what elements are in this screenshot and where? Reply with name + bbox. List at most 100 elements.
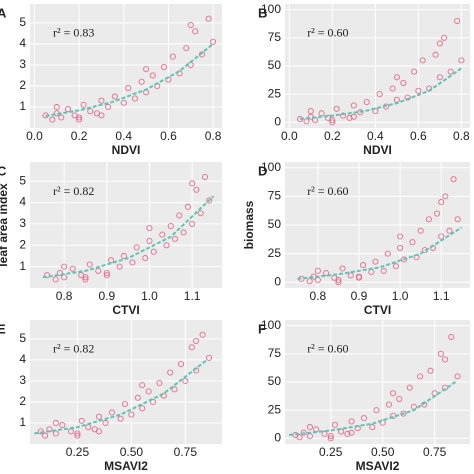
point: [450, 176, 457, 183]
point: [76, 114, 83, 121]
point: [116, 263, 123, 270]
point: [150, 248, 157, 255]
x-tick-label: 0.4: [367, 129, 384, 143]
point: [206, 354, 213, 361]
x-tick-label: 0.25: [66, 445, 90, 459]
point: [417, 373, 424, 380]
point: [392, 263, 400, 270]
x-tick-label: 0.8: [205, 129, 222, 143]
point: [133, 244, 140, 251]
point: [58, 114, 65, 121]
fit-line: [299, 67, 462, 120]
point: [307, 108, 314, 115]
point: [432, 51, 439, 58]
point: [189, 180, 196, 187]
point: [406, 384, 413, 391]
point: [346, 114, 353, 121]
point: [103, 272, 110, 279]
point: [417, 227, 424, 234]
point: [146, 237, 153, 245]
point: [355, 273, 363, 280]
point: [95, 267, 102, 274]
point: [436, 74, 443, 81]
point: [172, 235, 179, 242]
point: [74, 432, 81, 439]
point: [434, 210, 441, 217]
y-tick-label: 50: [268, 217, 282, 231]
point: [411, 68, 418, 75]
point: [87, 108, 94, 115]
point: [321, 430, 328, 437]
panel-label: C: [0, 163, 7, 178]
point: [376, 91, 383, 98]
x-tick-label: 0.8: [453, 129, 470, 143]
point: [159, 231, 166, 238]
point: [385, 401, 392, 408]
y-tick-label: 75: [268, 189, 282, 203]
point: [145, 388, 152, 395]
point: [52, 419, 59, 427]
point: [404, 94, 411, 101]
point: [436, 40, 443, 47]
point: [49, 116, 56, 123]
point: [199, 331, 206, 338]
y-tick-label: 5: [19, 173, 26, 187]
annotation: r² = 0.60: [307, 26, 348, 40]
y-tick-label: 50: [268, 58, 282, 72]
point: [448, 333, 455, 340]
point: [350, 102, 357, 109]
y-tick-label: 2: [19, 237, 26, 251]
point: [169, 53, 176, 60]
point: [348, 429, 355, 436]
point: [348, 418, 355, 425]
y-tick-label: 3: [19, 373, 26, 387]
y-tick-label: 4: [19, 352, 26, 366]
point: [306, 278, 313, 285]
point: [447, 68, 454, 75]
x-tick-label: 1.0: [141, 289, 158, 303]
point: [360, 262, 367, 269]
point: [380, 267, 387, 274]
point: [390, 390, 397, 397]
point: [415, 87, 422, 94]
point: [128, 411, 135, 418]
point: [373, 407, 380, 414]
point: [102, 419, 109, 427]
y-axis-label: leaf area index: [0, 183, 10, 267]
x-tick-label: 0.2: [324, 129, 341, 143]
point: [372, 258, 379, 265]
fit-line: [42, 195, 215, 279]
y-tick-label: 1: [19, 415, 26, 429]
point: [105, 103, 112, 111]
point: [446, 227, 453, 234]
x-axis-label: NDVI: [363, 143, 392, 157]
point: [184, 203, 191, 210]
y-tick-label: 2: [19, 78, 26, 92]
point: [419, 57, 426, 64]
point: [442, 356, 449, 363]
point: [389, 85, 396, 92]
point: [52, 276, 59, 283]
point: [76, 116, 83, 123]
annotation: r² = 0.83: [53, 26, 94, 40]
point: [192, 28, 199, 35]
y-tick-label: 3: [19, 216, 26, 230]
point: [129, 259, 136, 266]
point: [397, 244, 404, 251]
x-tick-label: 1.1: [184, 289, 201, 303]
point: [134, 394, 141, 401]
y-axis-label: biomass: [242, 200, 256, 249]
y-tick-label: 25: [268, 86, 282, 100]
point: [120, 99, 127, 106]
y-tick-label: 25: [268, 402, 282, 416]
point: [454, 216, 461, 223]
point: [438, 233, 445, 240]
point: [347, 272, 354, 279]
point: [331, 421, 338, 428]
y-tick-label: 4: [19, 195, 26, 209]
point: [142, 255, 149, 262]
y-tick-label: 100: [261, 318, 281, 332]
point: [139, 405, 146, 412]
point: [120, 252, 127, 260]
point: [80, 101, 87, 108]
